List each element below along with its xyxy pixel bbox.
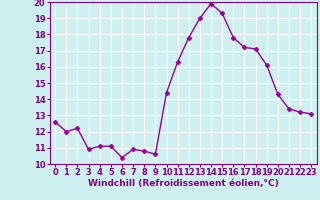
X-axis label: Windchill (Refroidissement éolien,°C): Windchill (Refroidissement éolien,°C) [88, 179, 279, 188]
